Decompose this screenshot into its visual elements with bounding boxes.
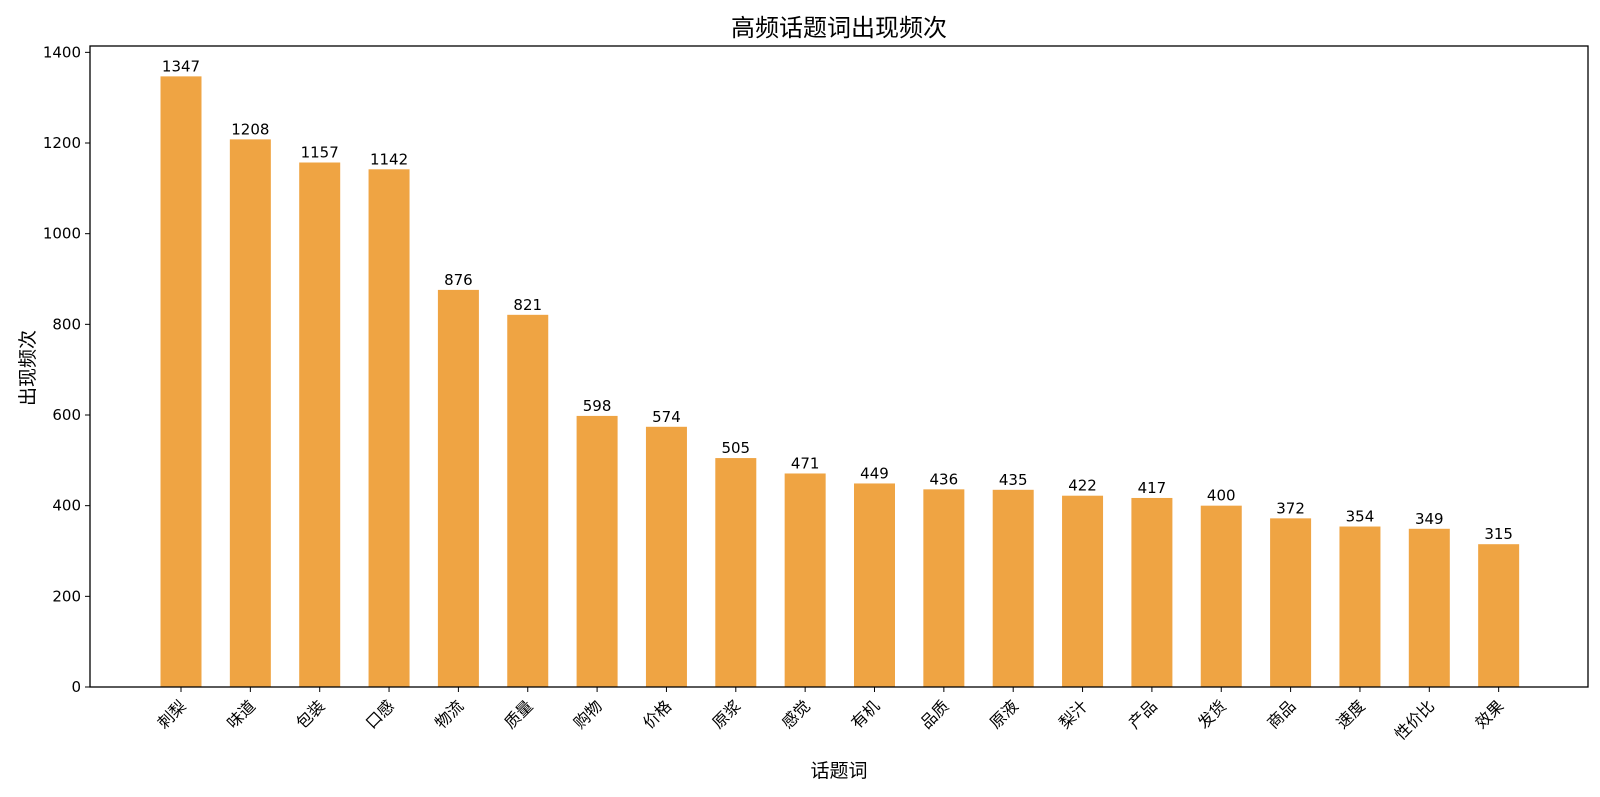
x-axis-label: 话题词 xyxy=(810,760,867,782)
x-tick-label: 原液 xyxy=(986,696,1022,732)
bar-4 xyxy=(437,289,479,687)
bar-value-label: 422 xyxy=(1068,477,1097,495)
y-tick-label: 1400 xyxy=(43,43,81,61)
bar-19 xyxy=(1478,544,1520,687)
y-tick-label: 200 xyxy=(52,587,81,605)
bar-value-label: 354 xyxy=(1346,508,1375,526)
bar-11 xyxy=(923,489,965,687)
bar-value-label: 1347 xyxy=(162,57,200,75)
x-tick-label: 刺梨 xyxy=(154,696,190,732)
y-tick-label: 0 xyxy=(71,678,81,696)
bar-value-label: 1157 xyxy=(301,144,339,162)
x-tick-label: 质量 xyxy=(501,696,537,732)
x-tick-label: 品质 xyxy=(917,696,953,732)
bar-9 xyxy=(784,473,826,687)
bar-value-label: 449 xyxy=(860,464,889,482)
bar-value-label: 471 xyxy=(791,454,820,472)
bar-13 xyxy=(1062,495,1104,687)
bar-10 xyxy=(854,483,895,687)
bar-15 xyxy=(1200,505,1242,687)
bar-value-label: 598 xyxy=(583,397,612,415)
bar-16 xyxy=(1270,518,1312,687)
bar-3 xyxy=(368,169,410,688)
bar-5 xyxy=(507,314,549,687)
y-tick-label: 800 xyxy=(52,315,81,333)
bar-value-label: 1208 xyxy=(231,120,269,138)
x-tick-label: 梨汁 xyxy=(1055,696,1091,732)
bar-17 xyxy=(1339,526,1381,687)
bar-0 xyxy=(160,76,202,688)
x-tick-label: 口感 xyxy=(362,696,398,732)
x-tick-label: 有机 xyxy=(847,696,883,732)
bar-1 xyxy=(229,139,271,687)
x-tick-label: 购物 xyxy=(570,696,606,732)
bar-value-label: 821 xyxy=(513,296,542,314)
bar-value-label: 876 xyxy=(444,271,473,289)
bar-7 xyxy=(645,426,687,687)
y-axis-ticks: 0 200 400 600 800 1000 1200 1400 xyxy=(43,43,90,696)
bar-8 xyxy=(715,458,757,687)
bar-value-label: 1142 xyxy=(370,150,408,168)
bar-12 xyxy=(992,489,1034,687)
bar-2 xyxy=(299,162,341,687)
x-tick-label: 性价比 xyxy=(1391,696,1438,743)
bar-value-label: 417 xyxy=(1138,479,1167,497)
x-tick-label: 包装 xyxy=(292,696,328,732)
y-tick-label: 400 xyxy=(52,497,81,515)
y-axis-label: 出现频次 xyxy=(17,330,39,406)
plot-frame xyxy=(89,45,1589,688)
bar-value-label: 436 xyxy=(930,470,959,488)
y-tick-label: 1200 xyxy=(43,134,81,152)
y-tick-label: 1000 xyxy=(43,225,81,243)
bar-value-label: 400 xyxy=(1207,487,1236,505)
x-tick-label: 物流 xyxy=(431,696,467,732)
bar-6 xyxy=(576,415,618,687)
x-tick-label: 原浆 xyxy=(709,696,745,732)
bar-value-label: 372 xyxy=(1276,499,1305,517)
bar-14 xyxy=(1131,497,1173,687)
x-tick-label: 效果 xyxy=(1471,696,1507,732)
x-tick-label: 感觉 xyxy=(778,696,814,732)
bar-value-label: 315 xyxy=(1484,525,1513,543)
x-axis-ticks: 刺梨 味道 包装 口感 物流 质量 购物 价格 原浆 感觉 有机 品质 原液 梨汁 产品 发货 商品 速度 性价比效… xyxy=(154,687,1507,744)
bar-18 xyxy=(1408,528,1450,687)
bar-value-label: 435 xyxy=(999,471,1028,489)
data-labels-group: 1347 1208 1157 1142 876 821 598 574 505 471 449 436… xyxy=(162,57,1513,543)
bar-value-label: 349 xyxy=(1415,510,1444,528)
x-tick-label: 味道 xyxy=(223,696,259,732)
chart-title: 高频话题词出现频次 xyxy=(731,14,947,42)
x-tick-label: 商品 xyxy=(1263,696,1299,732)
x-tick-label: 价格 xyxy=(639,696,675,732)
bar-value-label: 574 xyxy=(652,408,681,426)
bar-value-label: 505 xyxy=(721,439,750,457)
x-tick-label: 速度 xyxy=(1333,696,1369,732)
x-tick-label: 产品 xyxy=(1125,696,1161,732)
bars-group xyxy=(160,76,1520,688)
y-tick-label: 600 xyxy=(52,406,81,424)
x-tick-label: 发货 xyxy=(1194,696,1230,732)
